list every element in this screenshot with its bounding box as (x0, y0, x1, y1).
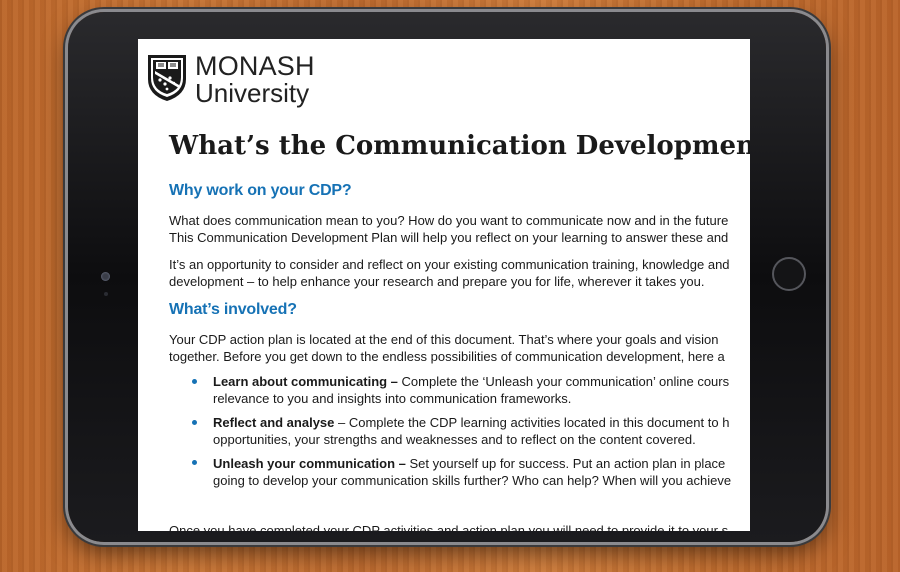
bullet-item-learn: Learn about communicating – Complete the… (213, 373, 729, 407)
section-heading-involved: What’s involved? (169, 301, 297, 318)
bullet-bold-label: Reflect and analyse (213, 415, 335, 430)
bullet-text: Set yourself up for success. Put an acti… (405, 456, 726, 471)
bullet-bold-label: Learn about communicating – (213, 374, 398, 389)
bullet-item-reflect: Reflect and analyse – Complete the CDP l… (213, 414, 729, 448)
monash-crest-icon (148, 55, 186, 101)
paragraph-why-2: It’s an opportunity to consider and refl… (169, 256, 730, 290)
document-title: What’s the Communication Development (169, 131, 750, 161)
document-screen[interactable]: MONASH University What’s the Communicati… (138, 39, 750, 531)
paragraph-involved-1: Your CDP action plan is located at the e… (169, 331, 725, 365)
paragraph-footer: Once you have completed your CDP activit… (169, 523, 729, 531)
paragraph-line: together. Before you get down to the end… (169, 349, 725, 364)
tablet-device: MONASH University What’s the Communicati… (68, 12, 826, 542)
bullet-line: relevance to you and insights into commu… (213, 391, 572, 406)
paragraph-line: Your CDP action plan is located at the e… (169, 332, 719, 347)
bullet-item-unleash: Unleash your communication – Set yoursel… (213, 455, 731, 489)
bullet-text: Complete the ‘Unleash your communication… (397, 374, 730, 389)
bullet-icon (192, 460, 197, 465)
section-heading-why: Why work on your CDP? (169, 182, 352, 199)
paragraph-why-1: What does communication mean to you? How… (169, 212, 728, 246)
paragraph-line: development – to help enhance your resea… (169, 274, 705, 289)
logo-wordmark: MONASH (195, 51, 315, 81)
paragraph-line: This Communication Development Plan will… (169, 230, 729, 245)
paragraph-line: It’s an opportunity to consider and refl… (169, 257, 730, 272)
bullet-line: going to develop your communication skil… (213, 473, 732, 488)
bullet-icon (192, 420, 197, 425)
logo-subtitle: University (195, 78, 310, 108)
bullet-line: opportunities, your strengths and weakne… (213, 432, 696, 447)
bullet-bold-label: Unleash your communication – (213, 456, 406, 471)
bullet-text: – Complete the CDP learning activities l… (334, 415, 730, 430)
monash-logo: MONASH University (146, 51, 321, 108)
paragraph-line: What does communication mean to you? How… (169, 213, 729, 228)
home-button[interactable] (772, 257, 806, 291)
light-sensor (104, 292, 108, 296)
bullet-icon (192, 379, 197, 384)
front-camera (101, 272, 110, 281)
